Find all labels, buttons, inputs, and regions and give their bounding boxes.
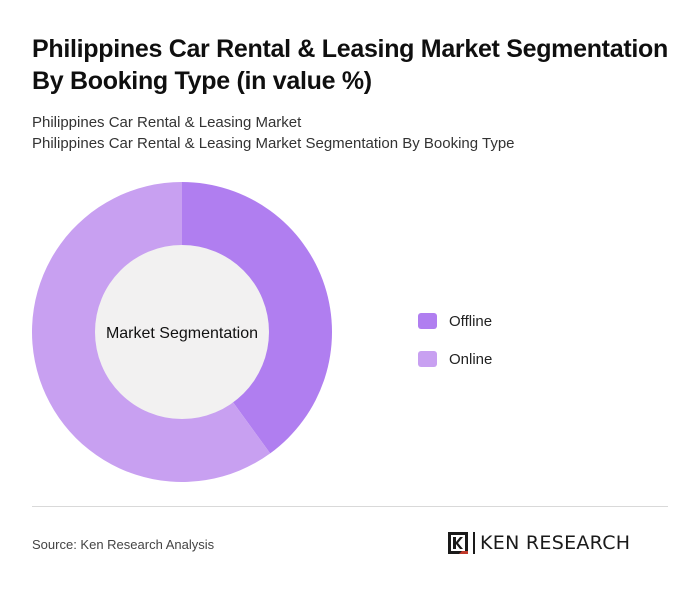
chart-legend: Offline Online xyxy=(418,302,492,378)
footer-divider xyxy=(32,506,668,507)
legend-swatch-offline xyxy=(418,313,437,329)
legend-item-offline[interactable]: Offline xyxy=(418,302,492,340)
ken-research-logo-text: KEN RESEARCH xyxy=(480,532,631,554)
legend-label-online: Online xyxy=(449,350,493,368)
legend-item-online[interactable]: Online xyxy=(418,340,492,378)
donut-center xyxy=(95,245,269,419)
chart-subtitle-segmentation: Philippines Car Rental & Leasing Market … xyxy=(32,135,515,152)
chart-title: Philippines Car Rental & Leasing Market … xyxy=(32,35,668,95)
legend-label-offline: Offline xyxy=(449,312,493,330)
ken-research-logo-separator xyxy=(473,532,475,554)
ken-research-logo-mark xyxy=(448,532,468,554)
ken-research-logo: KEN RESEARCH xyxy=(447,531,630,555)
donut-center-label: Market Segmentation xyxy=(106,325,258,342)
source-note: Source: Ken Research Analysis xyxy=(32,537,215,552)
chart-subtitle-market: Philippines Car Rental & Leasing Market xyxy=(32,114,302,131)
legend-swatch-online xyxy=(418,351,437,367)
